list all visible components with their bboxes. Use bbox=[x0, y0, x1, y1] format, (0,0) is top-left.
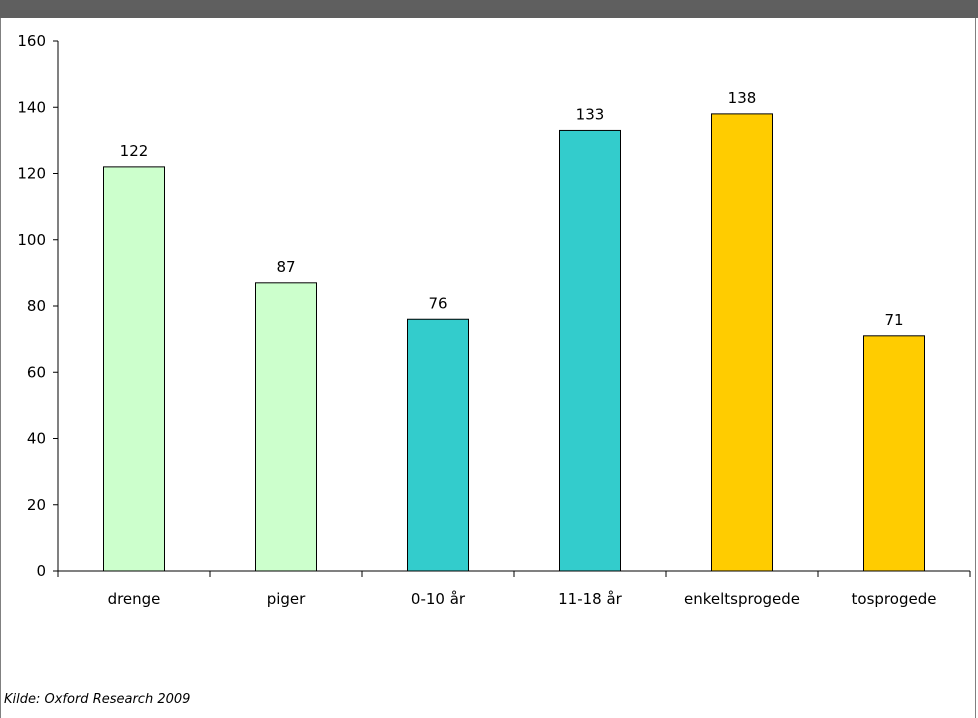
source-note: Kilde: Oxford Research 2009 bbox=[4, 692, 191, 707]
y-tick-label: 20 bbox=[27, 496, 46, 514]
y-tick-label: 120 bbox=[17, 165, 46, 183]
data-label: 133 bbox=[576, 105, 605, 123]
data-label: 138 bbox=[728, 89, 757, 107]
y-tick-label: 80 bbox=[27, 297, 46, 315]
data-label: 76 bbox=[428, 294, 447, 312]
chart-frame bbox=[0, 18, 976, 718]
y-tick-label: 140 bbox=[17, 98, 46, 116]
bar bbox=[103, 166, 165, 572]
x-tick-label: piger bbox=[267, 590, 306, 608]
bar bbox=[863, 335, 925, 572]
y-tick-label: 100 bbox=[17, 231, 46, 249]
y-tick-label: 160 bbox=[17, 32, 46, 50]
chart-axes bbox=[53, 40, 971, 577]
bar bbox=[711, 113, 773, 572]
y-tick-label: 40 bbox=[27, 430, 46, 448]
bar bbox=[407, 318, 469, 572]
bar bbox=[255, 282, 317, 572]
x-tick-label: enkeltsprogede bbox=[684, 590, 800, 608]
x-tick-label: tosprogede bbox=[852, 590, 937, 608]
x-tick-label: drenge bbox=[108, 590, 161, 608]
y-tick-label: 60 bbox=[27, 363, 46, 381]
bar bbox=[559, 129, 621, 572]
x-tick-label: 0-10 år bbox=[411, 590, 466, 608]
x-tick-label: 11-18 år bbox=[558, 590, 623, 608]
data-label: 87 bbox=[276, 258, 295, 276]
title-bar bbox=[0, 0, 978, 18]
y-tick-label: 0 bbox=[36, 562, 46, 580]
chart-labels: 0 20 40 60 80 100 120 140 160 122 drenge 87 piger 76 0… bbox=[17, 32, 936, 608]
chart-bars bbox=[103, 113, 925, 572]
data-label: 71 bbox=[884, 311, 903, 329]
data-label: 122 bbox=[120, 142, 149, 160]
